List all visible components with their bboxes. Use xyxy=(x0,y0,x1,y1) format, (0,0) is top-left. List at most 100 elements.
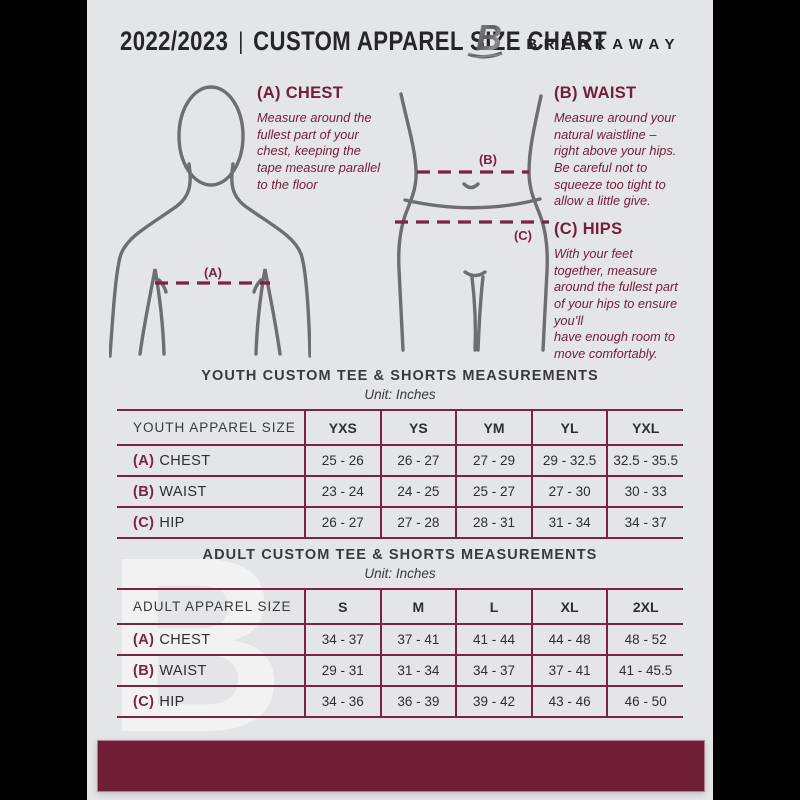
size-range-cell: 41 - 45.5 xyxy=(606,654,683,686)
measurement-name: WAIST xyxy=(159,662,207,679)
measurement-key: (A) xyxy=(133,452,155,469)
measurement-name: CHEST xyxy=(159,631,211,648)
size-range-cell: 30 - 33 xyxy=(606,475,683,507)
measurement-key: (B) xyxy=(133,483,155,500)
size-range-cell: 36 - 39 xyxy=(379,685,457,717)
size-range-cell: 39 - 42 xyxy=(455,685,532,717)
season-year: 2022/2023 xyxy=(120,26,229,56)
size-range-cell: 34 - 37 xyxy=(455,654,532,686)
adult-size-table: ADULT APPAREL SIZE S M L XL 2XL (A) CHEST 34 - 3… xyxy=(117,588,683,718)
size-range-cell: 31 - 34 xyxy=(530,506,608,538)
youth-table-unit: Unit: Inches xyxy=(364,387,436,402)
size-range-cell: 34 - 37 xyxy=(304,623,381,655)
size-range-cell: 43 - 46 xyxy=(530,685,608,717)
chest-body-text: Measure around the fullest part of your … xyxy=(257,110,381,192)
chest-heading: (A) CHEST xyxy=(257,84,344,102)
measurement-guide: (A) (B) (C) (A) CHE xyxy=(87,78,713,368)
size-range-cell: 27 - 29 xyxy=(455,444,532,476)
size-column-header: YM xyxy=(455,409,532,445)
youth-table-title: YOUTH CUSTOM TEE & SHORTS MEASUREMENTS xyxy=(201,368,599,384)
size-range-cell: 27 - 28 xyxy=(379,506,457,538)
table-row: (A) CHEST 34 - 37 37 - 41 41 - 44 44 - 48 48 -… xyxy=(117,623,683,655)
figure-label-hip: (C) xyxy=(514,228,532,243)
measurement-row-label: (A) CHEST xyxy=(117,444,305,476)
brand-name: BREAKAWAY xyxy=(526,35,681,53)
measurement-row-label: (B) WAIST xyxy=(117,654,305,686)
size-table-grid: YOUTH APPAREL SIZE YXS YS YM YL YXL (A) CHEST 25… xyxy=(117,409,683,539)
size-range-cell: 27 - 30 xyxy=(530,475,608,507)
hips-heading: (C) HIPS xyxy=(554,220,623,238)
page-header: 2022/2023 | CUSTOM APPAREL SIZE CHART B xyxy=(87,0,713,72)
brand-block: B BREAKAWAY xyxy=(462,16,681,62)
size-range-cell: 23 - 24 xyxy=(304,475,381,507)
size-range-cell: 25 - 26 xyxy=(304,444,381,476)
size-column-header: YXL xyxy=(606,409,683,445)
apparel-size-header: YOUTH APPAREL SIZE xyxy=(117,409,305,445)
measurement-name: WAIST xyxy=(159,483,207,500)
size-range-cell: 46 - 50 xyxy=(606,685,683,717)
size-range-cell: 26 - 27 xyxy=(379,444,457,476)
size-column-header: XL xyxy=(530,588,608,624)
measurement-row-label: (B) WAIST xyxy=(117,475,305,507)
table-row: (B) WAIST 29 - 31 31 - 34 34 - 37 37 - 41 41 -… xyxy=(117,654,683,686)
measurement-row-label: (C) HIP xyxy=(117,685,305,717)
size-range-cell: 34 - 37 xyxy=(606,506,683,538)
size-column-header: M xyxy=(379,588,457,624)
measurement-name: CHEST xyxy=(159,452,211,469)
size-range-cell: 34 - 36 xyxy=(304,685,381,717)
size-column-header: S xyxy=(304,588,381,624)
waist-body-text: Measure around your natural waistline – … xyxy=(554,110,677,209)
size-column-header: L xyxy=(455,588,532,624)
footer-accent-bar xyxy=(97,740,705,792)
waist-description: (B) WAIST Measure around your natural wa… xyxy=(554,84,712,210)
waist-hip-figure-illustration: (B) (C) xyxy=(395,92,549,352)
size-range-cell: 29 - 32.5 xyxy=(530,444,608,476)
measurement-key: (C) xyxy=(133,693,155,710)
page-title: CUSTOM APPAREL SIZE CHART xyxy=(253,26,608,56)
size-range-cell: 31 - 34 xyxy=(379,654,457,686)
chest-figure-illustration: (A) xyxy=(109,85,311,358)
figure-label-waist: (B) xyxy=(479,152,497,167)
size-column-header: YXS xyxy=(304,409,381,445)
size-range-cell: 26 - 27 xyxy=(304,506,381,538)
header-title: 2022/2023 | CUSTOM APPAREL SIZE CHART xyxy=(120,26,607,57)
measurement-key: (C) xyxy=(133,514,155,531)
size-range-cell: 28 - 31 xyxy=(455,506,532,538)
size-table-grid: ADULT APPAREL SIZE S M L XL 2XL (A) CHEST 34 - 3… xyxy=(117,588,683,718)
size-range-cell: 41 - 44 xyxy=(455,623,532,655)
hips-body-text: With your feet together, measure around … xyxy=(554,246,678,361)
table-row: (C) HIP 34 - 36 36 - 39 39 - 42 43 - 46 46 - 5… xyxy=(117,685,683,717)
measurement-key: (A) xyxy=(133,631,155,648)
document-page: B 2022/2023 | CUSTOM APPAREL SIZE CHART … xyxy=(87,0,713,800)
table-row: (C) HIP 26 - 27 27 - 28 28 - 31 31 - 34 34 - 3… xyxy=(117,506,683,538)
size-range-cell: 25 - 27 xyxy=(455,475,532,507)
size-range-cell: 48 - 52 xyxy=(606,623,683,655)
size-column-header: 2XL xyxy=(606,588,683,624)
adult-table-title: ADULT CUSTOM TEE & SHORTS MEASUREMENTS xyxy=(202,547,598,563)
size-column-header: YL xyxy=(530,409,608,445)
youth-size-table: YOUTH APPAREL SIZE YXS YS YM YL YXL (A) CHEST 25… xyxy=(117,409,683,539)
size-range-cell: 37 - 41 xyxy=(379,623,457,655)
measurement-name: HIP xyxy=(159,693,185,710)
size-range-cell: 37 - 41 xyxy=(530,654,608,686)
size-range-cell: 29 - 31 xyxy=(304,654,381,686)
measurement-key: (B) xyxy=(133,662,155,679)
table-row: (A) CHEST 25 - 26 26 - 27 27 - 29 29 - 32.5 32… xyxy=(117,444,683,476)
table-header-row: YOUTH APPAREL SIZE YXS YS YM YL YXL xyxy=(117,409,683,445)
chest-description: (A) CHEST Measure around the fullest par… xyxy=(257,84,402,193)
apparel-size-header: ADULT APPAREL SIZE xyxy=(117,588,305,624)
waist-heading: (B) WAIST xyxy=(554,84,637,102)
header-separator: | xyxy=(238,27,244,55)
size-range-cell: 24 - 25 xyxy=(379,475,457,507)
size-column-header: YS xyxy=(379,409,457,445)
table-row: (B) WAIST 23 - 24 24 - 25 25 - 27 27 - 30 30 -… xyxy=(117,475,683,507)
hips-description: (C) HIPS With your feet together, measur… xyxy=(554,220,716,362)
adult-table-unit: Unit: Inches xyxy=(364,566,436,581)
size-range-cell: 44 - 48 xyxy=(530,623,608,655)
figure-label-chest: (A) xyxy=(204,265,222,280)
measurement-row-label: (A) CHEST xyxy=(117,623,305,655)
size-range-cell: 32.5 - 35.5 xyxy=(606,444,683,476)
breakaway-logo-icon: B xyxy=(466,17,503,59)
measurement-name: HIP xyxy=(159,514,185,531)
